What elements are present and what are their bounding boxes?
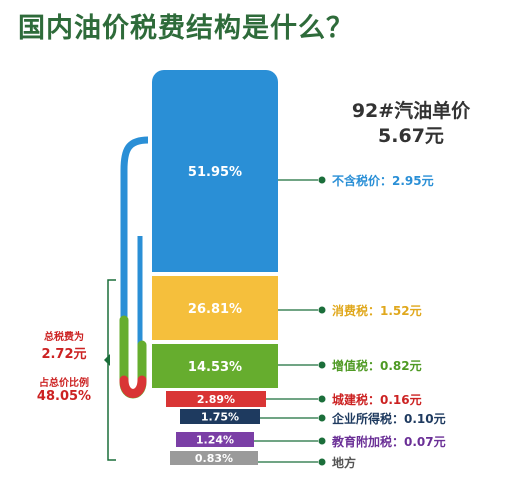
segment-bar-6 bbox=[170, 451, 258, 465]
segment-percent-6: 0.83% bbox=[195, 452, 233, 465]
product-name: 92#汽油单价 bbox=[351, 100, 471, 122]
total-tax-value: 2.72元 bbox=[41, 347, 87, 362]
tax-percent-label: 占总价比例 bbox=[39, 378, 89, 389]
segment-percent-5: 1.24% bbox=[196, 434, 234, 447]
leader-dot-6 bbox=[318, 458, 326, 466]
product-price: 5.67元 bbox=[378, 125, 444, 147]
bracket-arrow bbox=[104, 354, 110, 366]
labels-group: 不含税价：2.95元消费税：1.52元增值税：0.82元城建税：0.16元企业所… bbox=[254, 173, 446, 470]
total-tax-label: 总税费为 bbox=[44, 332, 84, 343]
segment-bar-5 bbox=[176, 432, 254, 447]
leader-dot-1 bbox=[318, 306, 326, 314]
leader-dot-5 bbox=[318, 437, 326, 445]
segment-bar-0 bbox=[152, 70, 278, 272]
leader-dot-3 bbox=[318, 395, 326, 403]
segment-label-5: 教育附加税：0.07元 bbox=[331, 434, 446, 449]
segment-bar-2 bbox=[152, 344, 278, 388]
leader-dot-4 bbox=[318, 414, 326, 422]
segment-label-6: 地方 bbox=[332, 455, 356, 470]
segment-label-3: 城建税：0.16元 bbox=[332, 392, 422, 407]
leader-dot-0 bbox=[318, 176, 326, 184]
segment-label-1: 消费税：1.52元 bbox=[332, 303, 422, 318]
segment-label-2: 增值税：0.82元 bbox=[332, 358, 422, 373]
segment-percent-3: 2.89% bbox=[197, 393, 235, 406]
leader-dot-2 bbox=[318, 361, 326, 369]
tax-percent-value: 48.05% bbox=[36, 389, 92, 404]
segment-bar-0-base bbox=[152, 260, 278, 272]
page-title: 国内油价税费结构是什么？ bbox=[18, 13, 354, 44]
segment-percent-4: 1.75% bbox=[201, 411, 239, 424]
segment-percent-1: 26.81% bbox=[188, 302, 242, 317]
segment-bar-3 bbox=[166, 391, 266, 407]
segment-percent-0: 51.95% bbox=[188, 165, 242, 180]
tax-bracket bbox=[107, 279, 116, 461]
segment-label-0: 不含税价：2.95元 bbox=[332, 173, 434, 188]
segment-bar-1 bbox=[152, 276, 278, 340]
segment-bar-4 bbox=[180, 409, 260, 424]
segments-group: 51.95% 26.81% 14.53% 2.89% 1.75% 1.24% 0.83% bbox=[152, 70, 278, 465]
segment-label-4: 企业所得税：0.10元 bbox=[331, 411, 446, 426]
segment-percent-2: 14.53% bbox=[188, 360, 242, 375]
pump-hose-tip bbox=[119, 375, 147, 398]
